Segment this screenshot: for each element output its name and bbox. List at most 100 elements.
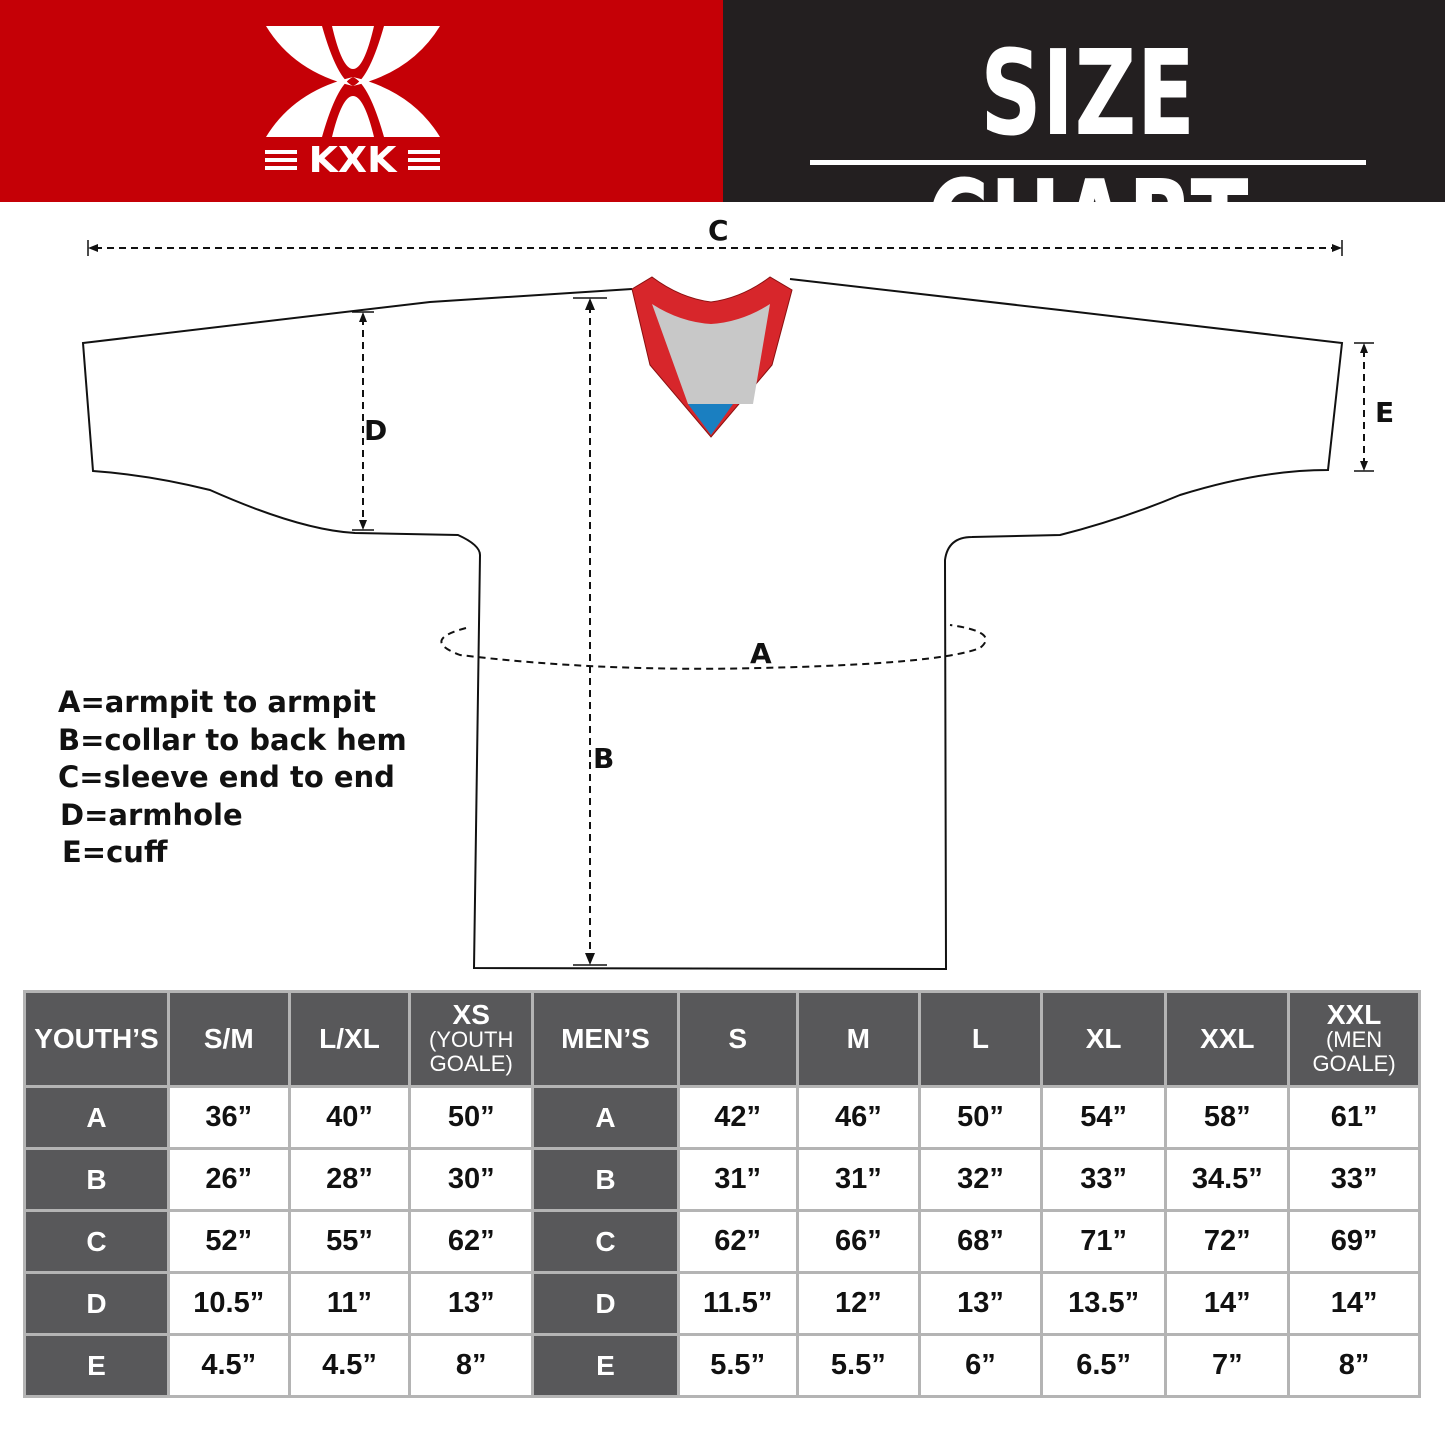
measurement-cell: 14” bbox=[1164, 1271, 1291, 1336]
men-size-header: XL bbox=[1039, 990, 1168, 1088]
column-label: XL bbox=[1085, 1023, 1122, 1054]
measurement-cell: 13” bbox=[408, 1271, 535, 1336]
measurement-cell: 55” bbox=[287, 1209, 412, 1274]
measurement-cell: 50” bbox=[408, 1085, 535, 1150]
legend-item-e: E=cuff bbox=[62, 835, 168, 869]
measurement-cell: 13” bbox=[918, 1271, 1043, 1336]
column-label: L bbox=[971, 1023, 989, 1054]
measurement-cell: 31” bbox=[676, 1147, 799, 1212]
youth-row-label: A bbox=[23, 1085, 170, 1150]
measurement-cell: 11.5” bbox=[676, 1271, 799, 1336]
measurement-cell: 69” bbox=[1287, 1209, 1421, 1274]
measurement-cell: 33” bbox=[1287, 1147, 1421, 1212]
men-row-label: D bbox=[531, 1271, 680, 1336]
title-underline bbox=[810, 160, 1366, 165]
youth-row-label: E bbox=[23, 1333, 170, 1398]
measurement-cell: 10.5” bbox=[166, 1271, 291, 1336]
column-label: L/XL bbox=[319, 1023, 380, 1054]
youth-size-header: S/M bbox=[166, 990, 291, 1088]
measurement-cell: 26” bbox=[166, 1147, 291, 1212]
measurement-cell: 11” bbox=[287, 1271, 412, 1336]
measurement-cell: 6.5” bbox=[1039, 1333, 1168, 1398]
column-label: XS bbox=[452, 999, 490, 1030]
measurement-cell: 4.5” bbox=[287, 1333, 412, 1398]
measurement-cell: 7” bbox=[1164, 1333, 1291, 1398]
label-c: C bbox=[708, 214, 729, 247]
brand-wordmark: KXK bbox=[265, 140, 440, 181]
measurement-cell: 66” bbox=[795, 1209, 922, 1274]
men-size-header: XXL bbox=[1164, 990, 1291, 1088]
column-label: S/M bbox=[203, 1023, 254, 1054]
measurement-cell: 8” bbox=[408, 1333, 535, 1398]
column-sublabel: (MEN GOALE) bbox=[1312, 1027, 1396, 1076]
youth-row-label: C bbox=[23, 1209, 170, 1274]
legend-item-d: D=armhole bbox=[60, 797, 243, 832]
legend-item-a: A=armpit to armpit bbox=[58, 685, 377, 719]
youth-header: YOUTH’S bbox=[23, 990, 170, 1088]
men-row-label: C bbox=[531, 1209, 680, 1274]
header-brand-panel: KXK bbox=[0, 0, 723, 202]
men-row-label: E bbox=[531, 1333, 680, 1398]
measurement-cell: 33” bbox=[1039, 1147, 1168, 1212]
measurement-cell: 36” bbox=[166, 1085, 291, 1150]
men-size-header: L bbox=[918, 990, 1043, 1088]
legend-item-b: B=collar to back hem bbox=[58, 722, 407, 757]
jersey-diagram: C D B E A bbox=[81, 214, 1394, 971]
measurement-cell: 62” bbox=[676, 1209, 799, 1274]
measurement-cell: 42” bbox=[676, 1085, 799, 1150]
label-a: A bbox=[750, 637, 772, 670]
youth-size-header: L/XL bbox=[287, 990, 412, 1088]
page-title: SIZE CHART bbox=[926, 24, 1250, 292]
jersey-outline bbox=[81, 278, 1344, 971]
table-row: D 10.5” 11” 13” D 11.5” 12” 13” 13.5” 14” 14” bbox=[23, 1271, 1421, 1336]
brand-bars-right bbox=[408, 150, 440, 170]
measurement-cell: 8” bbox=[1287, 1333, 1421, 1398]
column-sublabel: (YOUTH GOALE) bbox=[429, 1027, 514, 1076]
measurement-cell: 14” bbox=[1287, 1271, 1421, 1336]
men-row-label: B bbox=[531, 1147, 680, 1212]
measurement-cell: 28” bbox=[287, 1147, 412, 1212]
measurement-cell: 50” bbox=[918, 1085, 1043, 1150]
measurement-cell: 6” bbox=[918, 1333, 1043, 1398]
table-row: A 36” 40” 50” A 42” 46” 50” 54” 58” 61” bbox=[23, 1085, 1421, 1150]
column-label: YOUTH’S bbox=[34, 1023, 159, 1054]
column-label: S bbox=[728, 1023, 747, 1054]
measurement-cell: 40” bbox=[287, 1085, 412, 1150]
youth-size-header: XS (YOUTH GOALE) bbox=[408, 990, 535, 1088]
men-size-header: M bbox=[795, 990, 922, 1088]
measurement-cell: 58” bbox=[1164, 1085, 1291, 1150]
header-title-panel bbox=[723, 0, 1445, 202]
label-e: E bbox=[1375, 396, 1394, 429]
label-b: B bbox=[593, 742, 614, 775]
measurement-cell: 13.5” bbox=[1039, 1271, 1168, 1336]
measurement-cell: 5.5” bbox=[795, 1333, 922, 1398]
column-label: XXL bbox=[1200, 1023, 1255, 1054]
table-row: E 4.5” 4.5” 8” E 5.5” 5.5” 6” 6.5” 7” 8” bbox=[23, 1333, 1421, 1398]
measurement-cell: 4.5” bbox=[166, 1333, 291, 1398]
measurement-cell: 34.5” bbox=[1164, 1147, 1291, 1212]
brand-bars-left bbox=[265, 150, 297, 170]
dimension-line-a bbox=[440, 624, 987, 670]
legend-item-c: C=sleeve end to end bbox=[58, 760, 395, 794]
column-label: MEN’S bbox=[561, 1023, 650, 1054]
measurement-cell: 30” bbox=[408, 1147, 535, 1212]
measurement-cell: 46” bbox=[795, 1085, 922, 1150]
measurement-legend: A=armpit to armpit B=collar to back hem … bbox=[58, 684, 407, 872]
table-header-row: YOUTH’S S/M L/XL XS (YOUTH GOALE) MEN’S S M L XL X… bbox=[23, 990, 1421, 1088]
men-row-label: A bbox=[531, 1085, 680, 1150]
table-row: C 52” 55” 62” C 62” 66” 68” 71” 72” 69” bbox=[23, 1209, 1421, 1274]
table-row: B 26” 28” 30” B 31” 31” 32” 33” 34.5” 33” bbox=[23, 1147, 1421, 1212]
measurement-cell: 32” bbox=[918, 1147, 1043, 1212]
measurement-cell: 12” bbox=[795, 1271, 922, 1336]
men-size-header: XXL (MEN GOALE) bbox=[1287, 990, 1421, 1088]
column-label: M bbox=[846, 1023, 870, 1054]
measurement-cell: 71” bbox=[1039, 1209, 1168, 1274]
men-size-header: S bbox=[676, 990, 799, 1088]
measurement-cell: 52” bbox=[166, 1209, 291, 1274]
collar-tag bbox=[688, 404, 733, 435]
men-header: MEN’S bbox=[531, 990, 680, 1088]
kxk-logo-icon bbox=[266, 26, 440, 137]
measurement-cell: 68” bbox=[918, 1209, 1043, 1274]
measurement-cell: 61” bbox=[1287, 1085, 1421, 1150]
measurement-cell: 31” bbox=[795, 1147, 922, 1212]
